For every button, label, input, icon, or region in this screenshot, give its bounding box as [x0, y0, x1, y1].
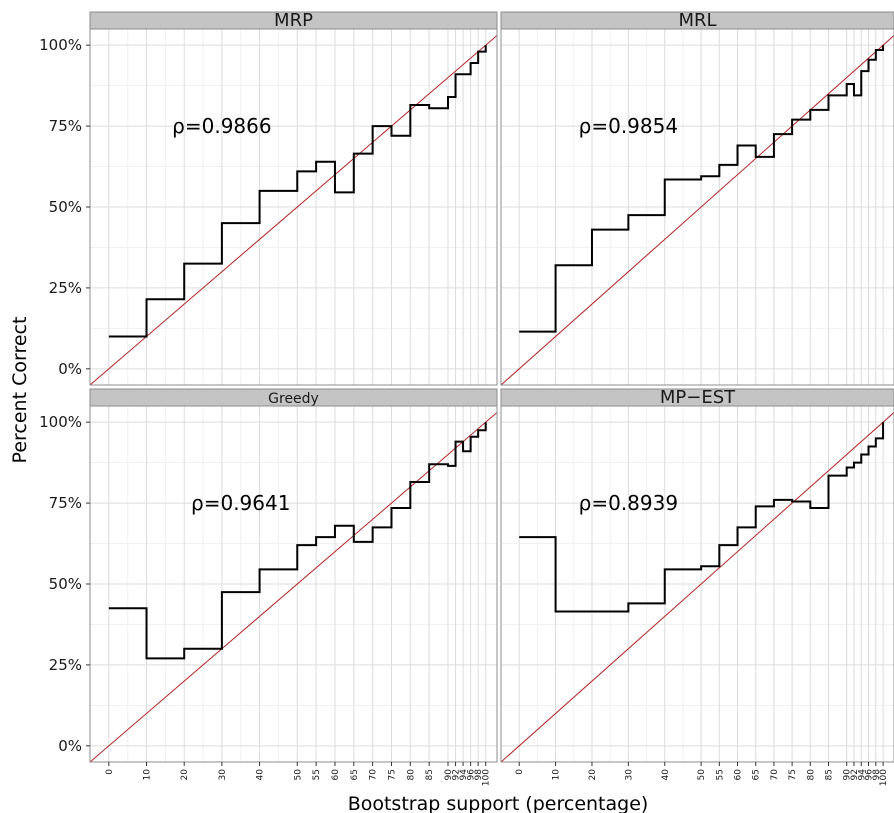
plot-area [90, 411, 497, 762]
x-tick-label: 98 [474, 769, 484, 781]
plot-area [501, 411, 894, 762]
x-tick-label: 0 [515, 769, 525, 775]
x-tick-label: 55 [312, 769, 322, 780]
x-tick-label: 0 [105, 769, 115, 775]
correlation-label: ρ=0.8939 [579, 491, 678, 515]
x-tick-label: 90 [444, 769, 454, 781]
x-tick-label: 40 [256, 769, 266, 781]
reference-line [501, 411, 894, 762]
x-axis-title: Bootstrap support (percentage) [348, 793, 649, 813]
step-line [519, 45, 885, 333]
x-tick-label: 96 [467, 769, 477, 781]
y-tick-label: 0% [58, 737, 82, 755]
y-tick-label: 50% [49, 575, 82, 593]
x-tick-label: 100 [482, 769, 492, 786]
gridlines [501, 29, 894, 385]
x-tick-label: 70 [770, 769, 780, 781]
facet-strip-label: MRP [274, 10, 313, 31]
y-tick-label: 25% [49, 656, 82, 674]
x-tick-label: 80 [406, 769, 416, 781]
y-tick-label: 75% [49, 494, 82, 512]
reference-line [90, 411, 497, 762]
x-tick-label: 30 [624, 769, 634, 781]
y-tick-label: 100% [39, 413, 82, 431]
y-tick-label: 100% [39, 36, 82, 54]
x-tick-label: 90 [843, 769, 853, 781]
x-tick-label: 75 [387, 769, 397, 780]
x-tick-label: 65 [752, 769, 762, 780]
step-line [108, 45, 487, 338]
x-tick-label: 92 [452, 769, 462, 780]
y-tick-label: 75% [49, 117, 82, 135]
x-tick-label: 20 [180, 769, 190, 781]
step-line [519, 422, 885, 613]
x-tick-label: 20 [588, 769, 598, 781]
y-axis-ticks: 0% 25% 50% 75% 100% 0% 25% 50% 75% 100% [39, 36, 90, 755]
facet-panel: MRL ρ=0.9854 [500, 10, 894, 386]
x-tick-label: 60 [331, 769, 341, 781]
facet-strip-label: MP−EST [660, 387, 736, 408]
y-tick-label: 25% [49, 279, 82, 297]
x-tick-label: 65 [350, 769, 360, 780]
x-tick-label: 92 [850, 769, 860, 780]
step-line [108, 422, 487, 660]
x-tick-label: 80 [806, 769, 816, 781]
plot-area [501, 34, 894, 385]
panel-border [500, 28, 894, 386]
x-tick-label: 50 [293, 769, 303, 781]
facet-strip-label: Greedy [268, 391, 319, 407]
correlation-label: ρ=0.9866 [172, 114, 271, 138]
correlation-label: ρ=0.9641 [191, 491, 290, 515]
y-tick-label: 50% [49, 198, 82, 216]
x-tick-label: 98 [872, 769, 882, 781]
panels: MRP ρ=0.9866 MRL ρ=0.9854 Greedy ρ=0.9641 MP−E… [89, 10, 894, 763]
correlation-label: ρ=0.9854 [579, 114, 678, 138]
x-tick-label: 94 [857, 769, 867, 781]
x-tick-label: 94 [459, 769, 469, 781]
y-tick-label: 0% [58, 360, 82, 378]
x-tick-label: 96 [865, 769, 875, 781]
facet-panel: MP−EST ρ=0.8939 [500, 387, 894, 763]
x-tick-label: 40 [661, 769, 671, 781]
y-axis-title: Percent Correct [9, 317, 31, 464]
reference-line [90, 34, 497, 385]
panel-border [500, 405, 894, 763]
x-tick-label: 10 [143, 769, 153, 781]
x-tick-label: 50 [697, 769, 707, 781]
x-tick-label: 60 [734, 769, 744, 781]
facet-panel: Greedy ρ=0.9641 [89, 388, 498, 763]
gridlines [501, 406, 894, 762]
x-tick-label: 85 [825, 769, 835, 780]
x-tick-label: 55 [715, 769, 725, 780]
x-tick-label: 30 [218, 769, 228, 781]
plot-area [90, 34, 497, 385]
x-tick-label: 75 [788, 769, 798, 780]
x-tick-label: 100 [879, 769, 889, 786]
x-tick-label: 85 [425, 769, 435, 780]
reference-line [501, 34, 894, 385]
facet-strip-label: MRL [678, 10, 716, 31]
x-tick-label: 70 [369, 769, 379, 781]
facet-panel: MRP ρ=0.9866 [89, 10, 498, 386]
x-tick-label: 10 [552, 769, 562, 781]
